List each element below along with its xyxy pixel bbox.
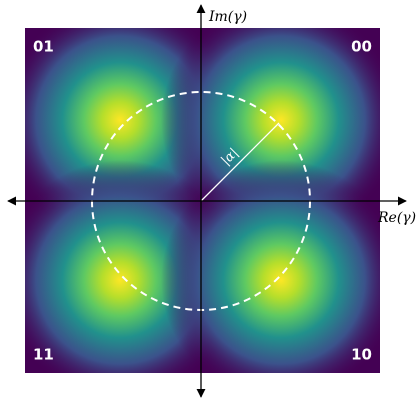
blob [161,160,380,373]
quadrant-label: 10 [351,346,372,364]
density-blobs [25,28,380,373]
radius-line [200,122,280,202]
quadrant-label: 01 [33,38,54,56]
quadrant-label: 11 [33,346,54,364]
quadrant-label: 00 [351,38,372,56]
axis-label: Re(γ) [377,210,416,226]
axis-label: Im(γ) [208,9,247,25]
